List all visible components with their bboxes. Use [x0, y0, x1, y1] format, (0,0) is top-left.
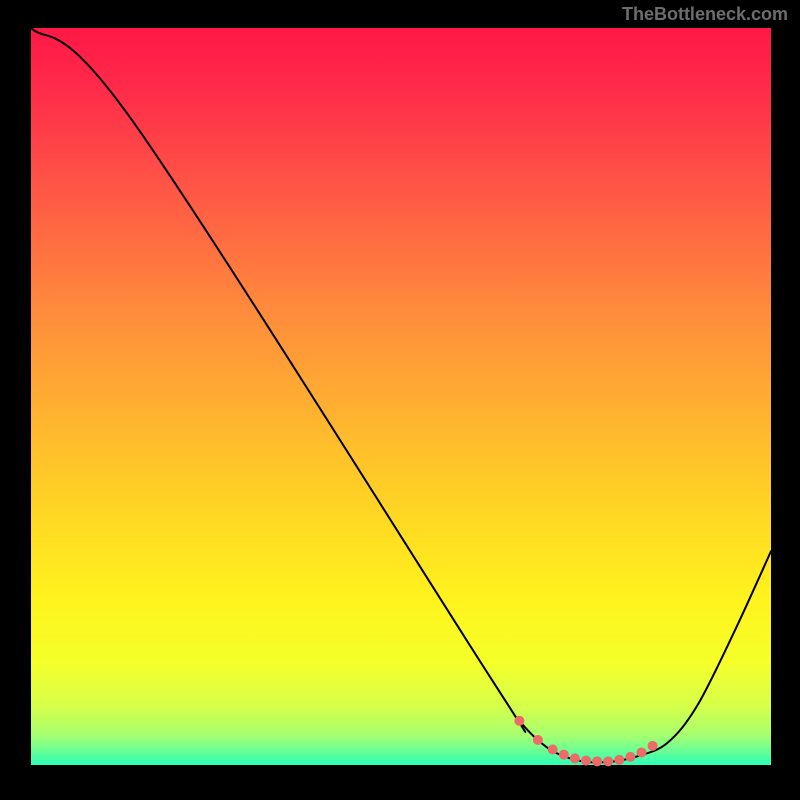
marker-dot: [637, 747, 647, 757]
marker-dot: [514, 716, 524, 726]
marker-dot: [592, 756, 602, 766]
marker-dot: [625, 752, 635, 762]
marker-dot: [648, 741, 658, 751]
chart-container: TheBottleneck.com: [0, 0, 800, 800]
marker-dot: [559, 750, 569, 760]
marker-dot: [570, 753, 580, 763]
watermark: TheBottleneck.com: [622, 4, 788, 25]
marker-dot: [533, 735, 543, 745]
marker-dot: [614, 755, 624, 765]
bottleneck-chart: [0, 0, 800, 800]
marker-dot: [581, 756, 591, 766]
plot-background: [31, 28, 771, 765]
marker-dot: [548, 745, 558, 755]
marker-dot: [603, 756, 613, 766]
